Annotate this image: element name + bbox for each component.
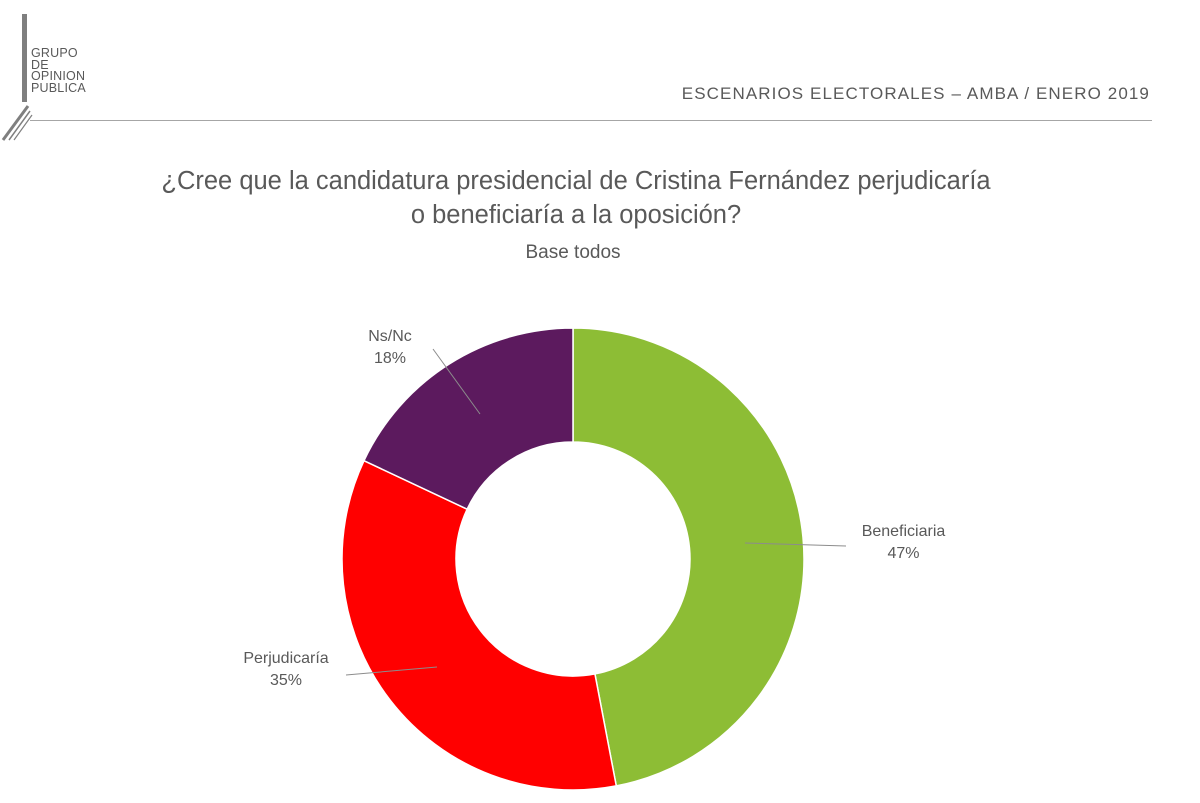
logo-wordmark: GRUPO DE OPINION PUBLICA — [31, 46, 86, 95]
header-title: ESCENARIOS ELECTORALES – AMBA / ENERO 20… — [681, 84, 1150, 103]
logo-mark-icon — [1, 14, 33, 141]
logo-line: GRUPO — [31, 46, 78, 60]
slice-label-perjudicaria: Perjudicaría 35% — [225, 648, 347, 692]
slice-label-name: Perjudicaría — [243, 650, 329, 667]
slice-label-beneficiaria: Beneficiaria 47% — [846, 521, 961, 565]
logo-line: PUBLICA — [31, 80, 86, 95]
chart-title-line-2: o beneficiaría a la oposición? — [410, 201, 742, 229]
donut-slice-nsnc — [362, 327, 574, 511]
logo-line: DE — [31, 57, 49, 72]
leader-line — [744, 542, 847, 547]
slice-label-nsnc: Ns/Nc 18% — [350, 326, 430, 370]
leader-line — [345, 666, 438, 676]
donut-slice-perjudicara — [341, 459, 618, 791]
leader-line — [432, 348, 481, 415]
slice-label-value: 47% — [887, 545, 920, 562]
logo — [0, 14, 120, 144]
header-divider — [30, 120, 1152, 121]
slice-label-value: 35% — [269, 672, 303, 689]
chart-title-line-1: ¿Cree que la candidatura presidencial de… — [161, 167, 991, 195]
chart-subtitle: Base todos — [525, 242, 621, 263]
slice-label-value: 18% — [373, 350, 407, 367]
slice-label-name: Ns/Nc — [368, 328, 412, 345]
logo-line: OPINION — [31, 69, 86, 83]
slice-label-name: Beneficiaria — [861, 523, 946, 540]
donut-slice-beneficiaria — [572, 327, 805, 787]
